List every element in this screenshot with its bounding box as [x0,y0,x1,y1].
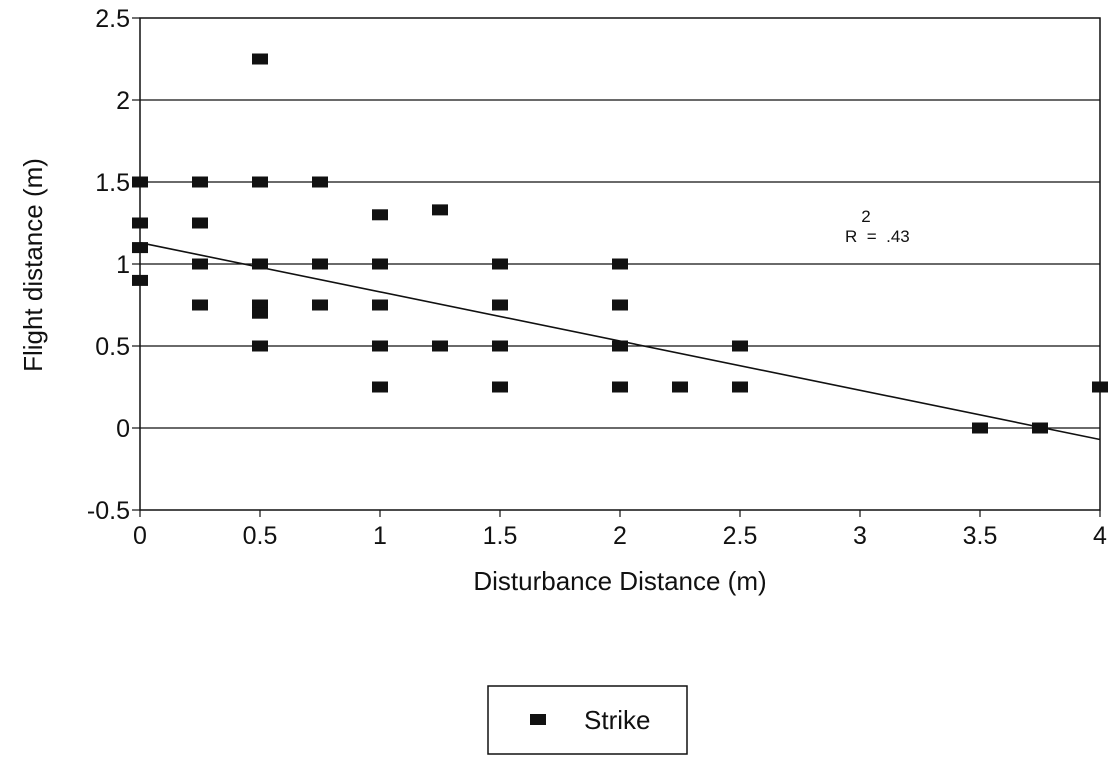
x-tick-label: 3.5 [963,522,998,550]
data-point-strike [252,258,268,270]
data-point-strike [192,176,208,188]
data-point-strike [492,340,508,352]
data-point-strike [1092,381,1108,393]
data-point-strike [132,274,148,286]
data-point-strike [252,307,268,319]
y-tick-label: 2.5 [95,5,130,33]
legend-marker-strike [530,714,546,725]
data-point-strike [612,258,628,270]
data-point-strike [732,340,748,352]
x-tick-label: 0.5 [243,522,278,550]
data-point-strike [252,176,268,188]
y-tick-label: 2 [116,87,130,115]
data-point-strike [492,299,508,311]
legend-label-strike: Strike [584,705,650,735]
data-point-strike [432,340,448,352]
r-squared-exponent: 2 [861,207,870,226]
data-point-strike [312,176,328,188]
data-point-strike [672,381,688,393]
data-point-strike [1032,422,1048,434]
x-tick-label: 2.5 [723,522,758,550]
y-tick-label: 1.5 [95,169,130,197]
data-point-strike [312,258,328,270]
data-point-strike [372,258,388,270]
x-tick-label: 4 [1093,522,1107,550]
data-point-strike [972,422,988,434]
data-point-strike [252,340,268,352]
data-point-strike [252,299,268,311]
y-axis-ticks: -0.5 0 0.5 1 1.5 2 2.5 [87,5,140,525]
data-point-strike [372,340,388,352]
data-point-strike [372,299,388,311]
data-points [132,53,1108,434]
y-tick-label: 0.5 [95,333,130,361]
data-point-strike [612,340,628,352]
data-point-strike [492,258,508,270]
data-point-strike [192,217,208,229]
data-point-strike [192,299,208,311]
x-tick-label: 3 [853,522,867,550]
data-point-strike [432,204,448,216]
y-tick-label: 0 [116,415,130,443]
data-point-strike [492,381,508,393]
x-axis-ticks: 0 0.5 1 1.5 2 2.5 3 3.5 4 [133,510,1107,550]
x-tick-label: 1 [373,522,387,550]
data-point-strike [732,381,748,393]
data-point-strike [372,381,388,393]
data-point-strike [612,381,628,393]
x-tick-label: 2 [613,522,627,550]
legend: Strike [487,685,688,755]
data-point-strike [252,53,268,65]
data-point-strike [192,258,208,270]
x-tick-label: 1.5 [483,522,518,550]
x-axis-title: Disturbance Distance (m) [473,566,766,596]
data-point-strike [312,299,328,311]
data-point-strike [132,176,148,188]
legend-box [487,685,688,755]
data-point-strike [612,299,628,311]
y-axis-title: Flight distance (m) [18,158,48,372]
r-squared-label: R = .43 [845,227,910,246]
x-tick-label: 0 [133,522,147,550]
y-tick-label: 1 [116,251,130,279]
data-point-strike [132,217,148,229]
data-point-strike [372,209,388,221]
y-tick-label: -0.5 [87,497,130,525]
data-point-strike [132,242,148,254]
